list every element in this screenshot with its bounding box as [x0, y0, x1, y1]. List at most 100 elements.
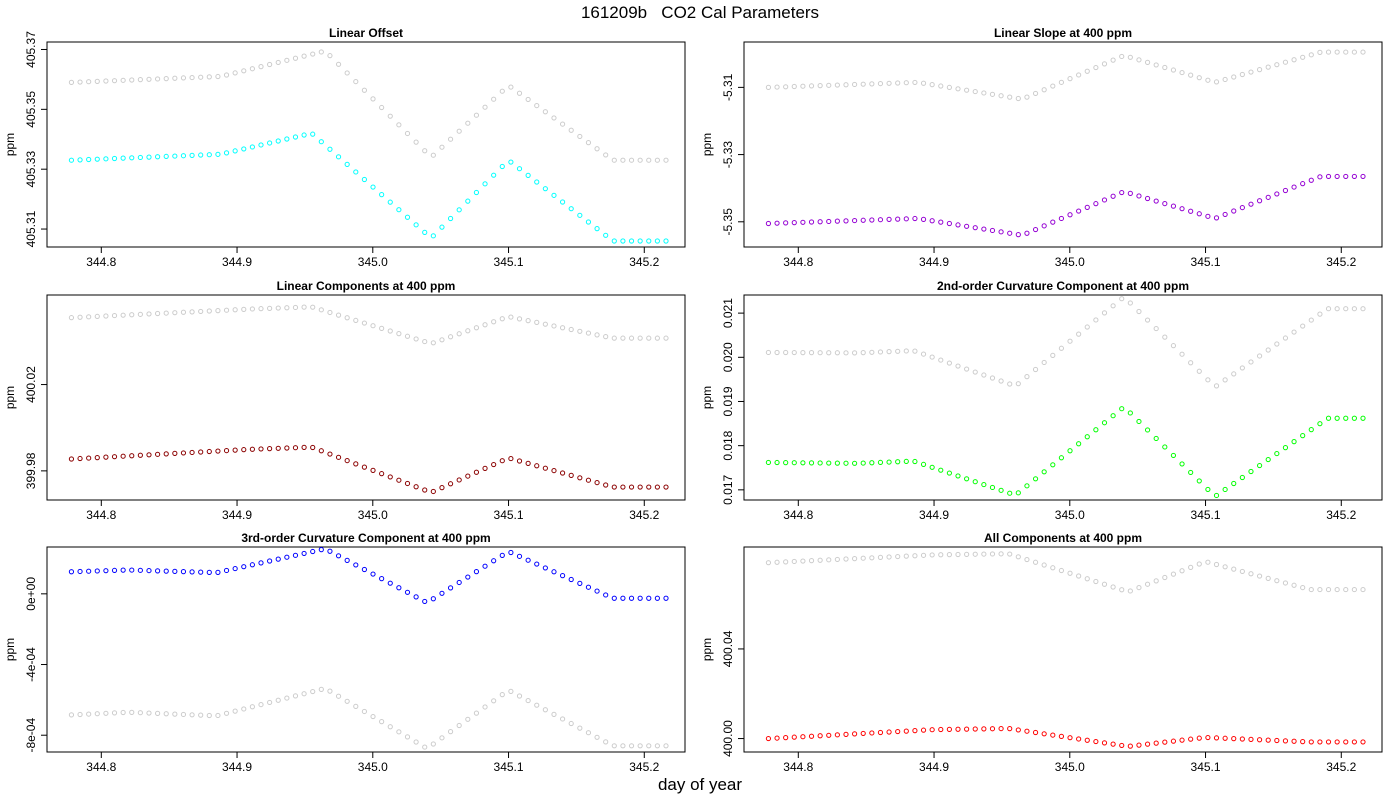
data-point [774, 559, 780, 565]
data-point [1274, 62, 1280, 68]
data-point [267, 61, 273, 68]
data-point [585, 584, 592, 590]
data-point [473, 112, 480, 118]
data-point [189, 449, 195, 456]
data-point [258, 142, 264, 148]
data-point [129, 77, 135, 83]
data-point [1291, 329, 1297, 335]
data-point [94, 711, 100, 717]
data-point [86, 711, 92, 717]
data-point [895, 728, 901, 735]
data-point [646, 335, 652, 341]
data-point [241, 68, 247, 74]
data-point [413, 484, 419, 490]
data-point [1351, 306, 1357, 312]
data-point [981, 372, 987, 378]
data-point [353, 78, 359, 85]
data-point [1101, 310, 1108, 316]
data-point [964, 726, 970, 732]
data-point [998, 551, 1004, 557]
data-point [86, 156, 92, 163]
data-point [964, 551, 970, 557]
data-point [808, 733, 815, 739]
data-point [525, 697, 531, 704]
data-point [654, 595, 660, 601]
data-point [895, 459, 901, 465]
data-point [577, 133, 583, 140]
data-point [361, 87, 368, 93]
data-point [1032, 90, 1039, 97]
data-point [920, 216, 927, 222]
data-point [620, 484, 626, 490]
data-point [1153, 325, 1159, 332]
data-point [1119, 406, 1125, 412]
data-point [258, 560, 264, 566]
data-point [163, 451, 169, 457]
data-point [611, 595, 617, 601]
data-point [1300, 739, 1306, 745]
x-tick-label: 344.8 [783, 255, 813, 269]
data-point [1144, 427, 1151, 433]
data-point [1239, 365, 1245, 371]
data-point [232, 148, 238, 154]
data-point [628, 238, 635, 244]
data-point [877, 80, 884, 87]
data-point [826, 218, 832, 225]
data-point [903, 80, 909, 86]
data-point [912, 215, 918, 222]
data-point [1007, 230, 1013, 236]
data-point [1205, 559, 1211, 565]
data-point [465, 716, 471, 722]
data-point [869, 555, 875, 561]
data-point [1119, 742, 1125, 749]
data-point [834, 350, 840, 356]
y-tick-label: 0e+00 [24, 577, 38, 611]
data-point [637, 595, 643, 601]
data-point [895, 216, 901, 222]
data-point [77, 711, 83, 718]
y-axis-label: ppm [3, 386, 17, 409]
data-point [577, 580, 583, 586]
data-point [1274, 450, 1280, 457]
data-point [284, 445, 290, 451]
x-tick-label: 345.2 [1326, 760, 1356, 774]
data-point [155, 568, 161, 574]
data-point [206, 448, 212, 455]
data-point [1179, 351, 1185, 357]
data-point [542, 186, 548, 192]
data-point [877, 217, 884, 223]
data-point [800, 734, 806, 740]
data-point [146, 452, 152, 458]
data-point [1058, 79, 1065, 85]
data-point [1282, 738, 1289, 744]
data-point [103, 710, 109, 716]
data-point [1343, 739, 1349, 745]
x-tick-label: 345.1 [494, 508, 524, 522]
data-point [877, 349, 884, 355]
data-point [370, 467, 376, 473]
data-point [111, 312, 118, 319]
data-point [774, 459, 780, 466]
data-point [585, 219, 592, 225]
data-point [1093, 427, 1099, 433]
data-point [1101, 197, 1108, 203]
data-point [955, 726, 961, 732]
data-point [318, 139, 324, 145]
x-tick-label: 344.8 [86, 255, 116, 269]
data-point [163, 568, 169, 574]
data-point [1360, 173, 1366, 180]
data-point [1256, 67, 1263, 73]
data-point [1015, 232, 1021, 238]
data-point [1144, 317, 1151, 323]
data-point [456, 128, 462, 134]
data-point [396, 729, 402, 735]
data-point [646, 595, 652, 601]
data-point [232, 447, 238, 453]
data-point [499, 163, 505, 170]
data-point [206, 152, 212, 158]
figure-title: 161209b CO2 Cal Parameters [580, 3, 820, 22]
data-point [241, 306, 247, 312]
data-point [551, 323, 557, 329]
data-point [765, 735, 772, 742]
data-point [223, 72, 230, 78]
